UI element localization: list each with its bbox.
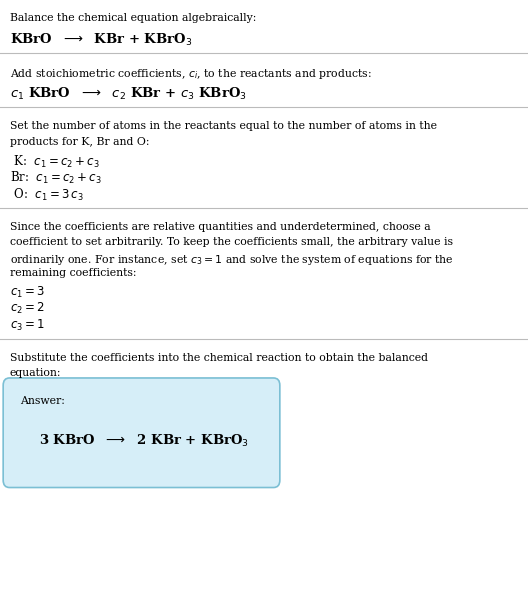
Text: K:  $c_1 = c_2 + c_3$: K: $c_1 = c_2 + c_3$ bbox=[10, 154, 99, 170]
Text: coefficient to set arbitrarily. To keep the coefficients small, the arbitrary va: coefficient to set arbitrarily. To keep … bbox=[10, 237, 452, 247]
FancyBboxPatch shape bbox=[3, 378, 280, 488]
Text: Set the number of atoms in the reactants equal to the number of atoms in the: Set the number of atoms in the reactants… bbox=[10, 121, 437, 132]
Text: $c_1$ KBrO  $\longrightarrow$  $c_2$ KBr + $c_3$ KBrO$_3$: $c_1$ KBrO $\longrightarrow$ $c_2$ KBr +… bbox=[10, 86, 246, 102]
Text: equation:: equation: bbox=[10, 368, 61, 378]
Text: $c_2 = 2$: $c_2 = 2$ bbox=[10, 301, 44, 316]
Text: $c_1 = 3$: $c_1 = 3$ bbox=[10, 285, 44, 300]
Text: ordinarily one. For instance, set $c_3 = 1$ and solve the system of equations fo: ordinarily one. For instance, set $c_3 =… bbox=[10, 253, 453, 266]
Text: 3 KBrO  $\longrightarrow$  2 KBr + KBrO$_3$: 3 KBrO $\longrightarrow$ 2 KBr + KBrO$_3… bbox=[39, 433, 249, 449]
Text: products for K, Br and O:: products for K, Br and O: bbox=[10, 137, 149, 147]
Text: Balance the chemical equation algebraically:: Balance the chemical equation algebraica… bbox=[10, 13, 256, 23]
Text: KBrO  $\longrightarrow$  KBr + KBrO$_3$: KBrO $\longrightarrow$ KBr + KBrO$_3$ bbox=[10, 31, 192, 48]
Text: Answer:: Answer: bbox=[20, 397, 65, 406]
Text: Br:  $c_1 = c_2 + c_3$: Br: $c_1 = c_2 + c_3$ bbox=[10, 170, 101, 187]
Text: Add stoichiometric coefficients, $c_i$, to the reactants and products:: Add stoichiometric coefficients, $c_i$, … bbox=[10, 67, 371, 81]
Text: $c_3 = 1$: $c_3 = 1$ bbox=[10, 318, 44, 333]
Text: Since the coefficients are relative quantities and underdetermined, choose a: Since the coefficients are relative quan… bbox=[10, 222, 430, 232]
Text: O:  $c_1 = 3\,c_3$: O: $c_1 = 3\,c_3$ bbox=[10, 187, 83, 203]
Text: Substitute the coefficients into the chemical reaction to obtain the balanced: Substitute the coefficients into the che… bbox=[10, 353, 428, 363]
Text: remaining coefficients:: remaining coefficients: bbox=[10, 268, 136, 278]
